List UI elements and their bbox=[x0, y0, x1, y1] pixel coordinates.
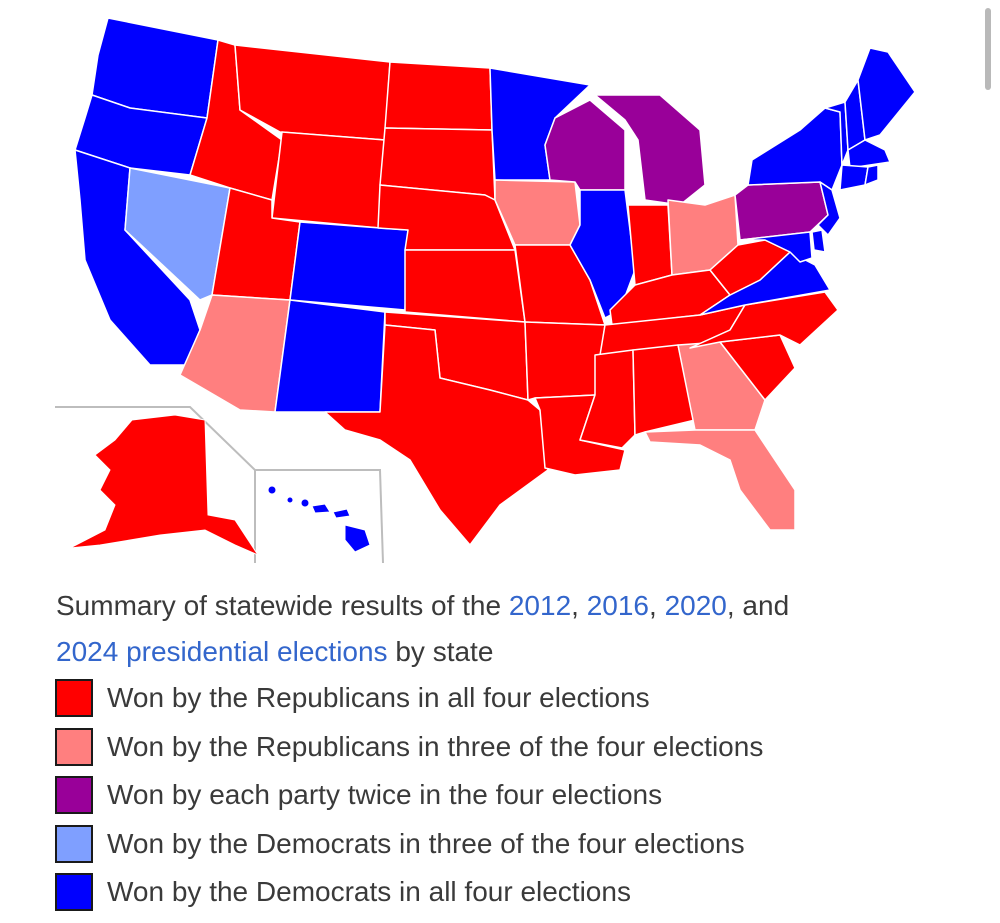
state-fl bbox=[644, 429, 796, 531]
state-md bbox=[739, 231, 813, 263]
state-mo bbox=[514, 244, 606, 326]
state-ks bbox=[404, 249, 526, 323]
inset-frames bbox=[55, 406, 384, 564]
legend-swatch-dem-three bbox=[55, 824, 93, 863]
state-ct bbox=[839, 164, 869, 191]
legend-swatch-split bbox=[55, 776, 93, 815]
legend-item-dem-all: Won by the Democrats in all four electio… bbox=[55, 868, 763, 917]
state-nc bbox=[689, 291, 839, 349]
state-tx bbox=[324, 324, 549, 546]
legend-label: Won by the Democrats in all four electio… bbox=[107, 876, 631, 908]
legend-item-rep-all: Won by the Republicans in all four elect… bbox=[55, 674, 763, 723]
link-2020[interactable]: 2020 bbox=[664, 590, 727, 621]
state-me bbox=[857, 47, 916, 141]
caption-sep-3: , and bbox=[726, 590, 790, 621]
state-nj bbox=[817, 181, 841, 236]
state-nm bbox=[274, 299, 386, 413]
state-nv bbox=[124, 167, 231, 301]
state-ar bbox=[524, 321, 606, 401]
state-ri bbox=[864, 164, 879, 186]
link-2012[interactable]: 2012 bbox=[508, 590, 572, 621]
state-in bbox=[627, 204, 673, 286]
legend-label: Won by each party twice in the four elec… bbox=[107, 779, 663, 811]
legend-item-split: Won by each party twice in the four elec… bbox=[55, 771, 763, 820]
legend-swatch-rep-three bbox=[55, 727, 93, 766]
scrollbar[interactable] bbox=[985, 8, 991, 90]
legend-item-dem-three: Won by the Democrats in three of the fou… bbox=[55, 820, 763, 869]
caption-sep-2: , bbox=[649, 590, 665, 621]
state-vt bbox=[824, 101, 849, 166]
legend-item-rep-three: Won by the Republicans in three of the f… bbox=[55, 723, 763, 772]
caption-suffix: by state bbox=[387, 636, 494, 667]
link-2024-presidential-elections[interactable]: 2024 presidential elections bbox=[56, 636, 388, 667]
state-al bbox=[632, 344, 696, 436]
state-wy bbox=[271, 131, 386, 229]
link-2016[interactable]: 2016 bbox=[586, 590, 650, 621]
caption-prefix: Summary of statewide results of the bbox=[56, 590, 509, 621]
map-caption: Summary of statewide results of the 2012… bbox=[56, 583, 956, 675]
legend-label: Won by the Republicans in all four elect… bbox=[107, 682, 650, 714]
state-az bbox=[179, 294, 291, 413]
legend-swatch-rep-all bbox=[55, 679, 93, 718]
legend-swatch-dem-all bbox=[55, 873, 93, 912]
legend-label: Won by the Republicans in three of the f… bbox=[107, 730, 764, 762]
state-co bbox=[289, 221, 409, 311]
map-legend: Won by the Republicans in all four elect… bbox=[55, 674, 763, 917]
us-election-map bbox=[55, 17, 916, 564]
state-or bbox=[74, 94, 208, 176]
state-ak bbox=[69, 414, 260, 557]
state-nd bbox=[384, 61, 493, 131]
state-ny bbox=[747, 107, 843, 191]
state-hi bbox=[267, 485, 371, 553]
state-de bbox=[811, 229, 826, 253]
caption-sep-1: , bbox=[571, 590, 587, 621]
legend-label: Won by the Democrats in three of the fou… bbox=[107, 827, 745, 859]
